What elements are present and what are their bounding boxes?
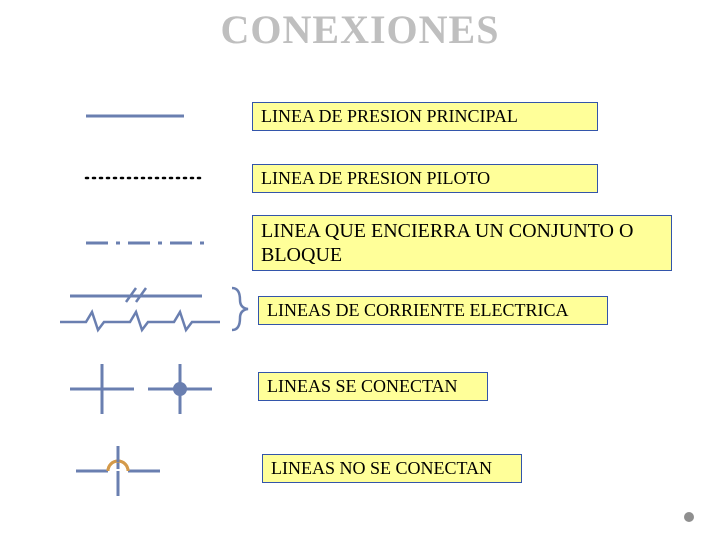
row-presion-principal: LINEA DE PRESION PRINCIPAL xyxy=(0,96,720,136)
label-presion-principal: LINEA DE PRESION PRINCIPAL xyxy=(252,102,598,131)
label-no-conectan: LINEAS NO SE CONECTAN xyxy=(262,454,522,483)
row-corriente-electrica: LINEAS DE CORRIENTE ELECTRICA xyxy=(0,282,720,342)
symbol-dashdot-line xyxy=(0,214,248,272)
row-conjunto-bloque: LINEA QUE ENCIERRA UN CONJUNTO O BLOQUE xyxy=(0,214,720,272)
row-presion-piloto: LINEA DE PRESION PILOTO xyxy=(0,158,720,198)
label-corriente-electrica: LINEAS DE CORRIENTE ELECTRICA xyxy=(258,296,608,325)
label-presion-piloto: LINEA DE PRESION PILOTO xyxy=(252,164,598,193)
row-conectan: LINEAS SE CONECTAN xyxy=(0,356,720,422)
row-no-conectan: LINEAS NO SE CONECTAN xyxy=(0,438,720,504)
symbol-solid-line xyxy=(0,96,248,136)
page-title: CONEXIONES xyxy=(0,0,720,53)
symbol-electric-lines xyxy=(0,282,248,342)
slide-bullet-icon xyxy=(684,512,694,522)
symbol-connecting xyxy=(0,356,248,422)
symbol-non-connecting xyxy=(0,438,248,504)
symbol-dotted-line xyxy=(0,158,248,198)
label-conjunto-bloque: LINEA QUE ENCIERRA UN CONJUNTO O BLOQUE xyxy=(252,215,672,271)
label-conectan: LINEAS SE CONECTAN xyxy=(258,372,488,401)
